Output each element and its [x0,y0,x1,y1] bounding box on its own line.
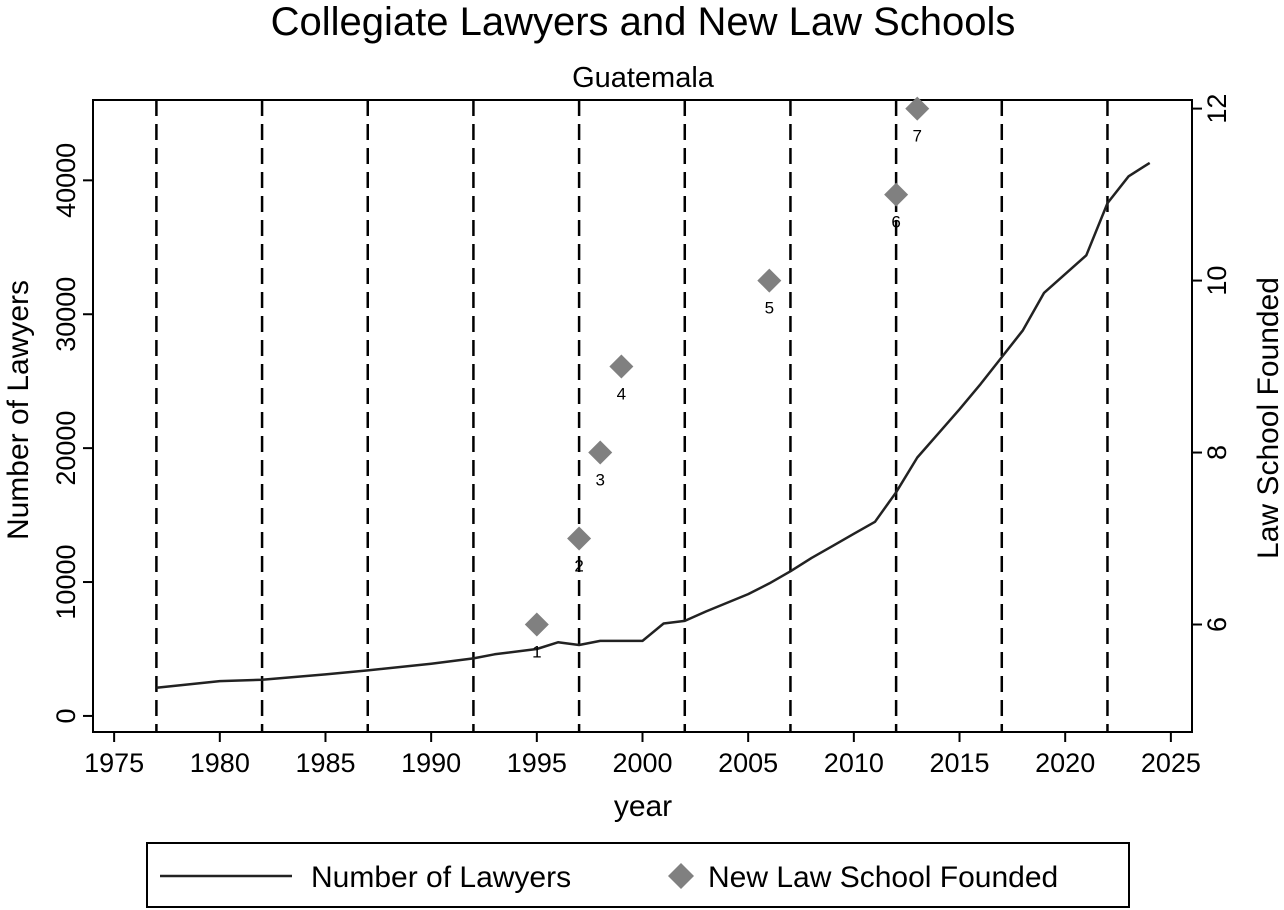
y-tick-label-10000: 10000 [51,544,81,619]
law-school-point-label-6: 6 [891,213,900,232]
x-tick-label-1980: 1980 [190,748,250,778]
y2-axis-title: Law School Founded [1252,277,1284,559]
x-axis-title: year [614,790,672,823]
x-tick-label-2010: 2010 [824,748,884,778]
chart-subtitle: Guatemala [572,62,715,94]
law-school-point-label-7: 7 [913,127,922,146]
law-school-point-label-4: 4 [617,385,626,404]
y-tick-label-30000: 30000 [51,277,81,352]
x-tick-label-1995: 1995 [507,748,567,778]
y-axis-title: Number of Lawyers [2,280,35,540]
y-tick-label-40000: 40000 [51,143,81,218]
x-tick-label-2025: 2025 [1141,748,1201,778]
law-school-point-1 [524,612,549,637]
law-school-point-3 [588,440,613,465]
y-tick-label-20000: 20000 [51,411,81,486]
y2-tick-label-6: 6 [1202,617,1232,632]
law-school-point-2 [567,526,592,551]
y2-tick-label-8: 8 [1202,445,1232,460]
series-line-number-of-lawyers [156,161,1151,690]
law-school-point-7 [905,96,930,121]
y-tick-label-0: 0 [51,708,81,723]
x-tick-label-1975: 1975 [84,748,144,778]
law-school-point-4 [609,354,634,379]
chart-title: Collegiate Lawyers and New Law Schools [271,0,1016,44]
x-tick-label-2005: 2005 [718,748,778,778]
legend-diamond-swatch [668,863,694,889]
legend-label-new-law-school-founded: New Law School Founded [708,861,1058,894]
x-tick-label-2015: 2015 [929,748,989,778]
x-tick-label-1990: 1990 [401,748,461,778]
legend: Number of Lawyers New Law School Founded [146,842,1130,908]
law-school-point-label-2: 2 [574,557,583,576]
y2-tick-label-12: 12 [1202,94,1232,124]
legend-label-number-of-lawyers: Number of Lawyers [311,861,571,894]
legend-box [146,842,1130,908]
plot-frame [92,99,1193,733]
x-tick-label-2020: 2020 [1035,748,1095,778]
y2-tick-label-10: 10 [1202,266,1232,296]
law-school-point-label-5: 5 [765,299,774,318]
law-school-point-5 [757,268,782,293]
plot-area: 1975 1980 1985 1990 1995 2000 2005 2010 2015 2020… [51,94,1232,778]
law-school-point-6 [884,182,909,207]
x-tick-label-1985: 1985 [295,748,355,778]
law-school-point-label-1: 1 [532,643,541,662]
x-tick-label-2000: 2000 [612,748,672,778]
law-school-point-label-3: 3 [595,471,604,490]
